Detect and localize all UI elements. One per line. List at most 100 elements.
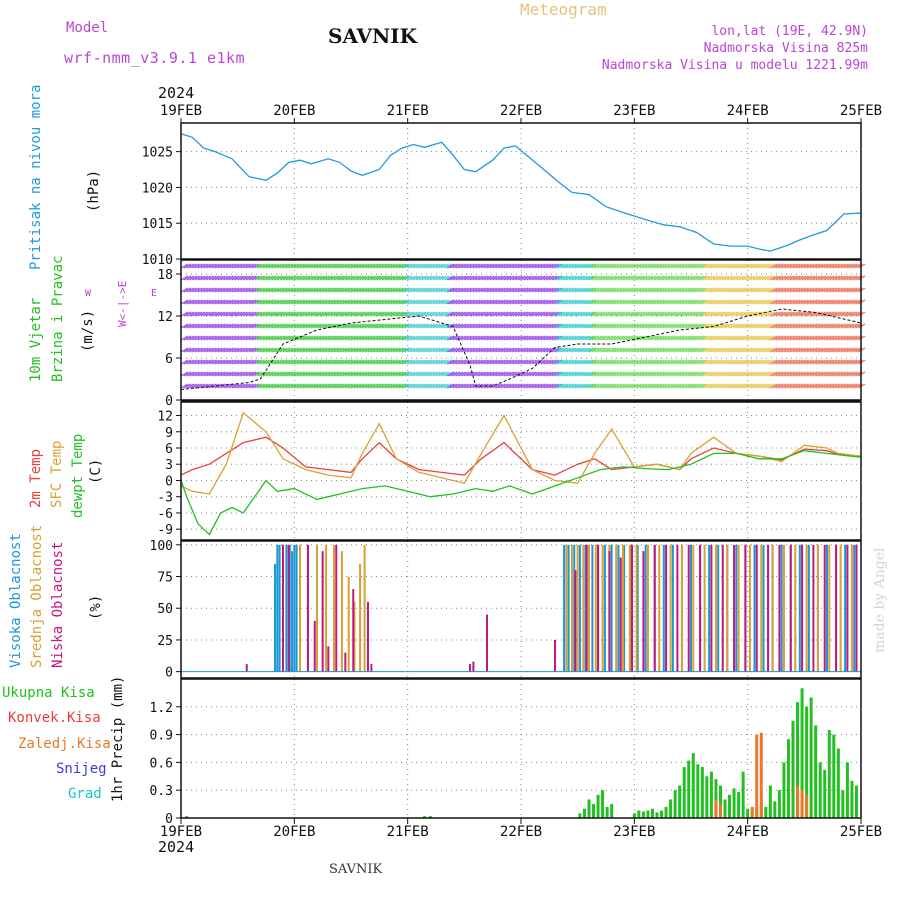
wind-barb bbox=[362, 275, 370, 281]
wind-barb bbox=[838, 263, 846, 269]
wind-barb bbox=[347, 323, 356, 329]
wind-barb bbox=[583, 287, 591, 293]
wind-barb bbox=[806, 323, 815, 329]
wind-barb bbox=[764, 359, 772, 365]
wind-barb bbox=[359, 263, 367, 269]
wind-barb bbox=[605, 275, 614, 281]
wind-barb bbox=[806, 263, 815, 269]
wind-barb bbox=[744, 287, 753, 293]
wind-barb bbox=[356, 383, 364, 389]
wind-barb bbox=[710, 359, 719, 365]
wind-barb bbox=[693, 299, 702, 305]
wind-barb bbox=[322, 359, 330, 365]
wind-barb bbox=[396, 323, 404, 329]
wind-barb bbox=[294, 371, 302, 377]
bar-cloud-mid_cloud bbox=[805, 544, 808, 672]
wind-barb bbox=[585, 311, 594, 317]
wind-barb bbox=[580, 311, 588, 317]
wind-barb bbox=[319, 383, 328, 389]
wind-barb bbox=[356, 287, 364, 293]
wind-barb bbox=[534, 323, 543, 329]
total-precip-label: Ukupna Kisa bbox=[2, 685, 95, 701]
wind-barb bbox=[217, 287, 226, 293]
wind-barb bbox=[563, 371, 571, 377]
wind-barb bbox=[472, 311, 481, 317]
wind-barb bbox=[566, 287, 574, 293]
wind-barb bbox=[370, 275, 379, 281]
wind-barb bbox=[396, 371, 404, 377]
wind-barb bbox=[543, 311, 551, 317]
wind-barb bbox=[727, 347, 736, 353]
wind-barb bbox=[492, 371, 500, 377]
bar-cloud-mid_cloud bbox=[794, 544, 797, 672]
wind-barb bbox=[254, 335, 262, 341]
wind-barb bbox=[662, 263, 670, 269]
wind-barb bbox=[540, 335, 549, 341]
wind-barb bbox=[180, 287, 189, 293]
wind-barb bbox=[704, 383, 713, 389]
wind-barb bbox=[452, 383, 461, 389]
wind-barb bbox=[305, 263, 313, 269]
wind-barb bbox=[755, 347, 764, 353]
wind-barb bbox=[608, 383, 617, 389]
wind-barb bbox=[401, 359, 410, 365]
wind-barb bbox=[268, 347, 277, 353]
wind-barb bbox=[260, 323, 268, 329]
bar-cloud-low_cloud bbox=[778, 544, 781, 672]
bar-precip-total_precip bbox=[732, 788, 736, 818]
wind-barb bbox=[302, 371, 311, 377]
wind-barb bbox=[206, 287, 214, 293]
wind-barb bbox=[498, 359, 506, 365]
wind-barb bbox=[753, 287, 761, 293]
wind-barb bbox=[549, 371, 557, 377]
wind-barb bbox=[789, 311, 798, 317]
wind-barb bbox=[665, 311, 673, 317]
bar-precip-total_precip bbox=[637, 810, 641, 818]
wind-barb bbox=[364, 359, 373, 365]
wind-barb bbox=[302, 299, 311, 305]
wind-barb bbox=[730, 383, 738, 389]
wind-barb bbox=[302, 323, 311, 329]
wind-barb bbox=[826, 263, 835, 269]
wind-barb bbox=[588, 371, 597, 377]
wind-barb bbox=[353, 287, 362, 293]
wind-barb bbox=[381, 383, 390, 389]
wind-barb bbox=[812, 311, 821, 317]
wind-barb bbox=[214, 311, 223, 317]
wind-barb bbox=[634, 311, 642, 317]
wind-barb bbox=[228, 299, 237, 305]
wind-barb bbox=[345, 275, 353, 281]
wind-barb bbox=[733, 287, 741, 293]
wind-barb bbox=[486, 311, 495, 317]
x-tick-label-bottom: 25FEB bbox=[840, 824, 882, 840]
wind-barb bbox=[747, 371, 755, 377]
wind-barb bbox=[194, 335, 203, 341]
wind-barb bbox=[829, 371, 838, 377]
wind-barb bbox=[398, 383, 407, 389]
wind-barb bbox=[330, 311, 339, 317]
wind-barb bbox=[500, 299, 509, 305]
wind-barb bbox=[319, 323, 328, 329]
bar-precip-total_precip bbox=[764, 806, 768, 818]
wind-barb bbox=[469, 299, 478, 305]
wind-barb bbox=[472, 371, 481, 377]
wind-barb bbox=[279, 371, 288, 377]
wind-barb bbox=[186, 263, 194, 269]
wind-barb bbox=[245, 323, 254, 329]
wind-barb bbox=[707, 335, 716, 341]
wind-barb bbox=[277, 371, 285, 377]
wind-barb bbox=[203, 275, 211, 281]
wind-barb bbox=[245, 371, 254, 377]
x-tick-label-top: 22FEB bbox=[500, 103, 542, 119]
wind-barb bbox=[325, 287, 333, 293]
wind-barb bbox=[617, 311, 625, 317]
wind-barb bbox=[846, 383, 855, 389]
wind-barb bbox=[761, 287, 770, 293]
wind-barb bbox=[407, 323, 415, 329]
wind-barb bbox=[597, 311, 605, 317]
wind-barb bbox=[347, 311, 356, 317]
wind-barb bbox=[736, 275, 744, 281]
wind-barb bbox=[228, 383, 237, 389]
wind-barb bbox=[849, 287, 857, 293]
wind-barb bbox=[206, 311, 214, 317]
